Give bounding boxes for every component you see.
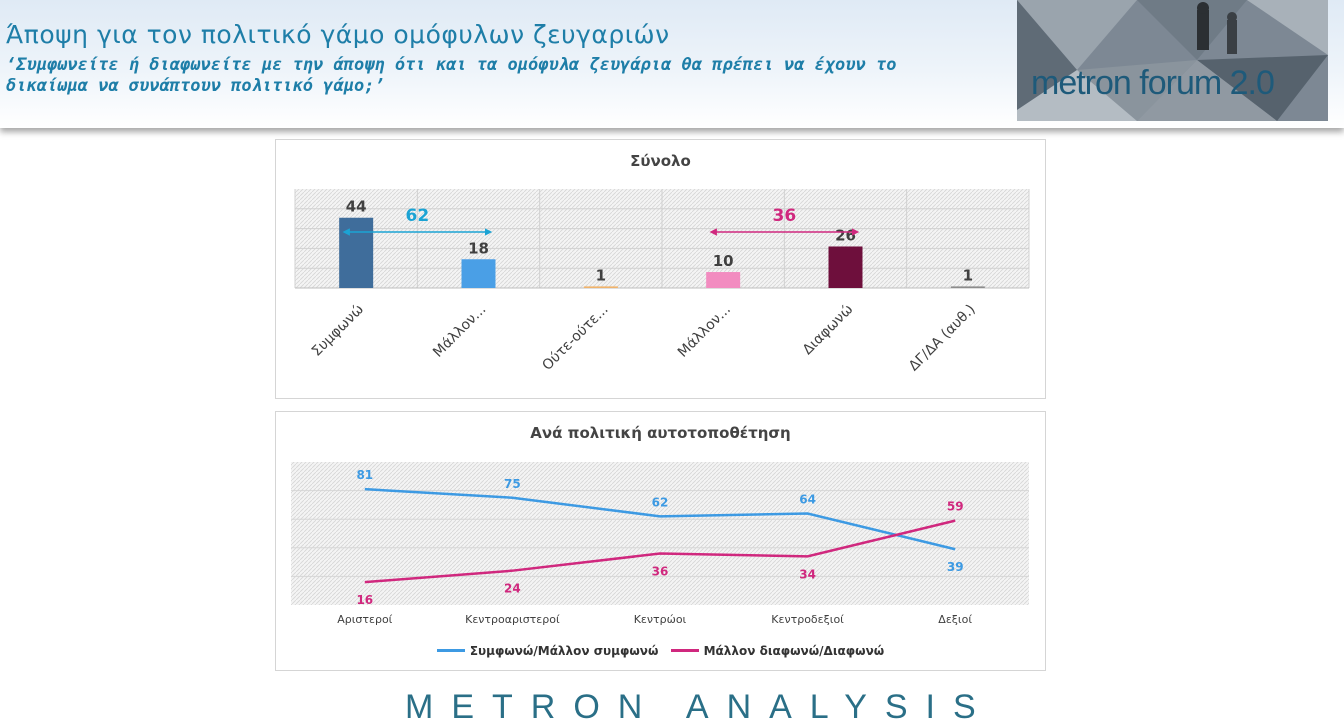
bar <box>339 217 374 288</box>
series-line <box>364 487 956 551</box>
ideology-chart-title: Ανά πολιτική αυτοτοποθέτηση <box>530 424 791 442</box>
category-label: Κεντροαριστεροί <box>465 613 560 626</box>
bar-value-label: 26 <box>835 226 856 244</box>
data-label: 81 <box>356 468 373 482</box>
bar-value-label: 44 <box>346 198 367 216</box>
category-label-group: Διαφωνώ <box>800 302 857 359</box>
category-label-group: Συμφωνώ <box>309 302 367 360</box>
category-label: Κεντρώοι <box>634 613 687 626</box>
category-label: Διαφωνώ <box>800 302 857 359</box>
difference-label: 62 <box>405 206 429 226</box>
category-label-group: Μάλλον... <box>430 302 489 361</box>
header-banner: Άποψη για τον πολιτικό γάμο ομόφυλων ζευ… <box>0 0 1344 128</box>
category-label-group: Ούτε-ούτε... <box>539 302 611 374</box>
data-label: 75 <box>504 477 521 491</box>
logo-image <box>1017 0 1328 121</box>
data-label: 59 <box>947 500 964 514</box>
category-label: Συμφωνώ <box>309 302 367 360</box>
data-label: 16 <box>356 593 373 607</box>
legend-disagree-label: Μάλλον διαφωνώ/Διαφωνώ <box>703 643 885 658</box>
category-label: Μάλλον... <box>430 302 489 361</box>
category-label: Δεξιοί <box>938 613 972 626</box>
logo-text: metron forum 2.0 <box>1031 64 1275 102</box>
series-line <box>364 519 956 584</box>
total-bar-chart: 44 Συμφωνώ 18 Μάλλον... 1 Ούτε-ούτε... 10 Μάλλο… <box>294 189 1030 375</box>
bar <box>583 286 618 288</box>
bar <box>950 286 985 288</box>
page-title: Άποψη για τον πολιτικό γάμο ομόφυλων ζευ… <box>6 20 670 49</box>
legend-agree-label: Συμφωνώ/Μάλλον συμφωνώ <box>469 643 659 658</box>
data-label: 39 <box>947 560 964 574</box>
bar-value-label: 18 <box>468 239 489 257</box>
page-subtitle: ‘Συμφωνείτε ή διαφωνείτε με την άποψη ότ… <box>6 55 897 96</box>
plot-area <box>291 462 1029 605</box>
data-label: 24 <box>504 582 521 596</box>
bar <box>828 246 863 288</box>
category-label: Ούτε-ούτε... <box>539 302 611 374</box>
ideology-line-chart: Αριστεροί Κεντροαριστεροί Κεντρώοι Κεντροδε… <box>291 462 1029 626</box>
data-label: 64 <box>799 492 816 506</box>
category-label: ΔΓ/ΔΑ (αυθ.) <box>906 302 979 375</box>
bar <box>461 259 496 288</box>
ideology-chart-panel: Ανά πολιτική αυτοτοποθέτηση Αριστεροί Κεν… <box>275 411 1046 671</box>
category-label-group: ΔΓ/ΔΑ (αυθ.) <box>906 302 979 375</box>
difference-label: 36 <box>772 206 796 226</box>
footer-watermark: METRON ANALYSIS <box>405 688 994 726</box>
legend-agree-swatch <box>436 649 465 652</box>
data-label: 34 <box>799 567 816 581</box>
chart-legend: Συμφωνώ/Μάλλον συμφωνώ Μάλλον διαφωνώ/Δι… <box>276 641 1045 658</box>
legend-item-disagree: Μάλλον διαφωνώ/Διαφωνώ <box>670 643 885 658</box>
total-chart-title: Σύνολο <box>630 152 691 170</box>
total-chart-panel: Σύνολο 44 Συμφωνώ 18 Μάλλον... 1 Ούτε-ούτε...… <box>275 139 1046 399</box>
data-label: 62 <box>652 495 669 509</box>
legend-item-agree: Συμφωνώ/Μάλλον συμφωνώ <box>436 643 659 658</box>
metron-forum-logo: metron forum 2.0 <box>1017 0 1328 121</box>
bar <box>706 272 741 288</box>
category-label: Μάλλον... <box>675 302 734 361</box>
data-label: 36 <box>652 565 669 579</box>
category-label-group: Μάλλον... <box>675 302 734 361</box>
bar-value-label: 1 <box>963 266 973 284</box>
bar-value-label: 10 <box>713 252 734 270</box>
category-label: Αριστεροί <box>337 613 392 626</box>
category-label: Κεντροδεξιοί <box>771 613 844 626</box>
bar-value-label: 1 <box>596 266 606 284</box>
legend-disagree-swatch <box>670 649 699 652</box>
